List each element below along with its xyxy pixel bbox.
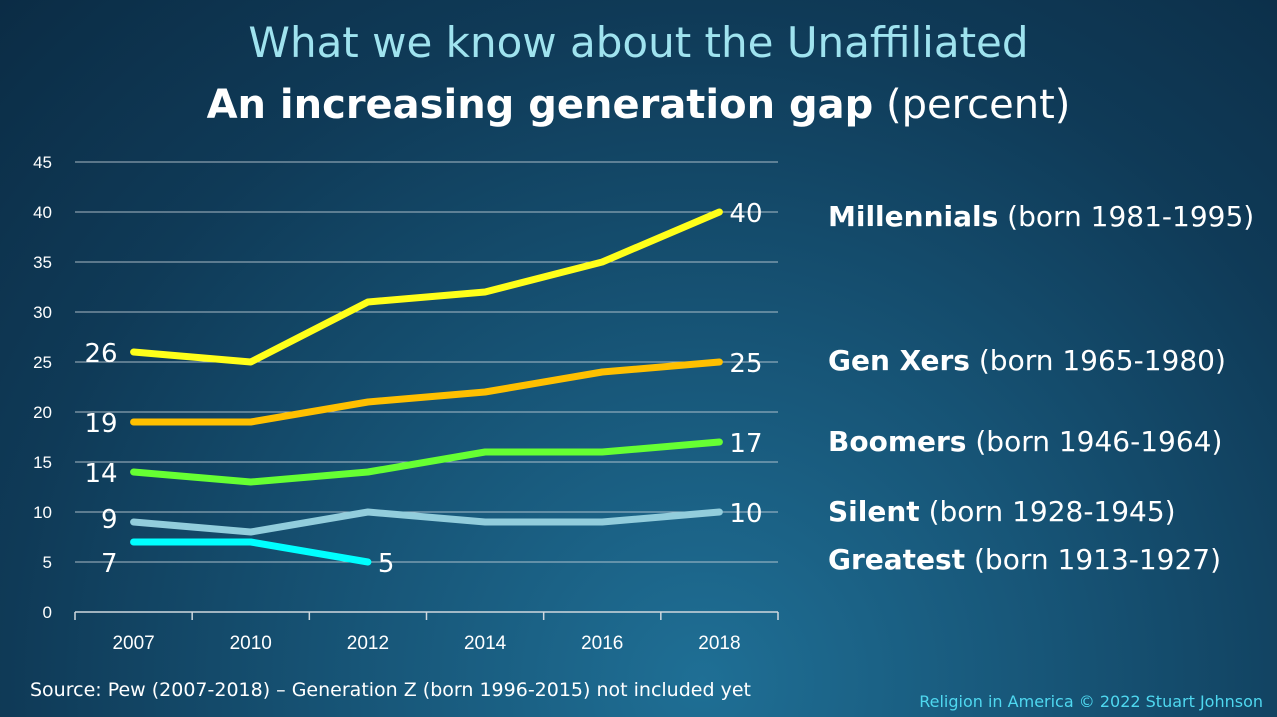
end-data-label: 17: [729, 429, 762, 459]
y-tick-label: 45: [33, 153, 52, 172]
end-data-label: 5: [378, 549, 395, 579]
series-line-silent: [130, 508, 723, 536]
subtitle-bold: An increasing generation gap: [206, 82, 874, 128]
start-data-label: 26: [84, 339, 117, 369]
chart-subtitle: An increasing generation gap (percent): [0, 82, 1277, 128]
x-tick-label: 2012: [347, 633, 389, 654]
y-tick-label: 30: [33, 303, 52, 322]
legend-entry: Silent (born 1928-1945): [828, 495, 1176, 528]
y-tick-label: 35: [33, 253, 52, 272]
end-data-label: 25: [729, 349, 762, 379]
legend-series-name: Boomers: [828, 425, 967, 458]
start-data-label: 9: [101, 505, 118, 535]
x-tick-label: 2010: [230, 633, 272, 654]
series-line-gen-xers: [130, 358, 723, 426]
end-data-label: 10: [729, 499, 762, 529]
y-tick-label: 40: [33, 203, 52, 222]
x-tick-label: 2014: [464, 633, 507, 654]
legend-entry: Millennials (born 1981-1995): [828, 200, 1254, 233]
legend-series-detail: (born 1928-1945): [919, 495, 1176, 528]
x-tick-label: 2016: [581, 633, 623, 654]
legend-entry: Gen Xers (born 1965-1980): [828, 344, 1226, 377]
legend-series-name: Greatest: [828, 543, 966, 576]
legend-entry: Greatest (born 1913-1927): [828, 543, 1221, 576]
y-tick-label: 10: [33, 503, 52, 522]
y-tick-label: 25: [33, 353, 52, 372]
subtitle-unit: (percent): [886, 82, 1071, 128]
legend-series-name: Millennials: [828, 200, 999, 233]
chart-title: What we know about the Unaffiliated: [248, 18, 1029, 67]
start-data-label: 14: [84, 459, 117, 489]
series-line-boomers: [130, 438, 723, 486]
legend-series-name: Gen Xers: [828, 344, 970, 377]
series-line-greatest: [130, 538, 372, 566]
x-tick-label: 2018: [698, 633, 740, 654]
legend-series-detail: (born 1981-1995): [998, 200, 1255, 233]
y-tick-label: 20: [33, 403, 52, 422]
legend-series-name: Silent: [828, 495, 920, 528]
start-data-label: 7: [101, 549, 118, 579]
series-line-millennials: [130, 208, 723, 366]
y-tick-label: 15: [33, 453, 52, 472]
end-data-label: 40: [729, 199, 762, 229]
start-data-label: 19: [84, 409, 117, 439]
legend-series-detail: (born 1965-1980): [969, 344, 1226, 377]
y-tick-label: 0: [43, 603, 52, 622]
source-note: Source: Pew (2007-2018) – Generation Z (…: [30, 679, 751, 701]
x-tick-label: 2007: [112, 633, 154, 654]
credit-note: Religion in America © 2022 Stuart Johnso…: [919, 692, 1263, 711]
y-tick-label: 5: [43, 553, 52, 572]
legend-series-detail: (born 1913-1927): [965, 543, 1222, 576]
legend-entry: Boomers (born 1946-1964): [828, 425, 1222, 458]
legend-series-detail: (born 1946-1964): [966, 425, 1223, 458]
